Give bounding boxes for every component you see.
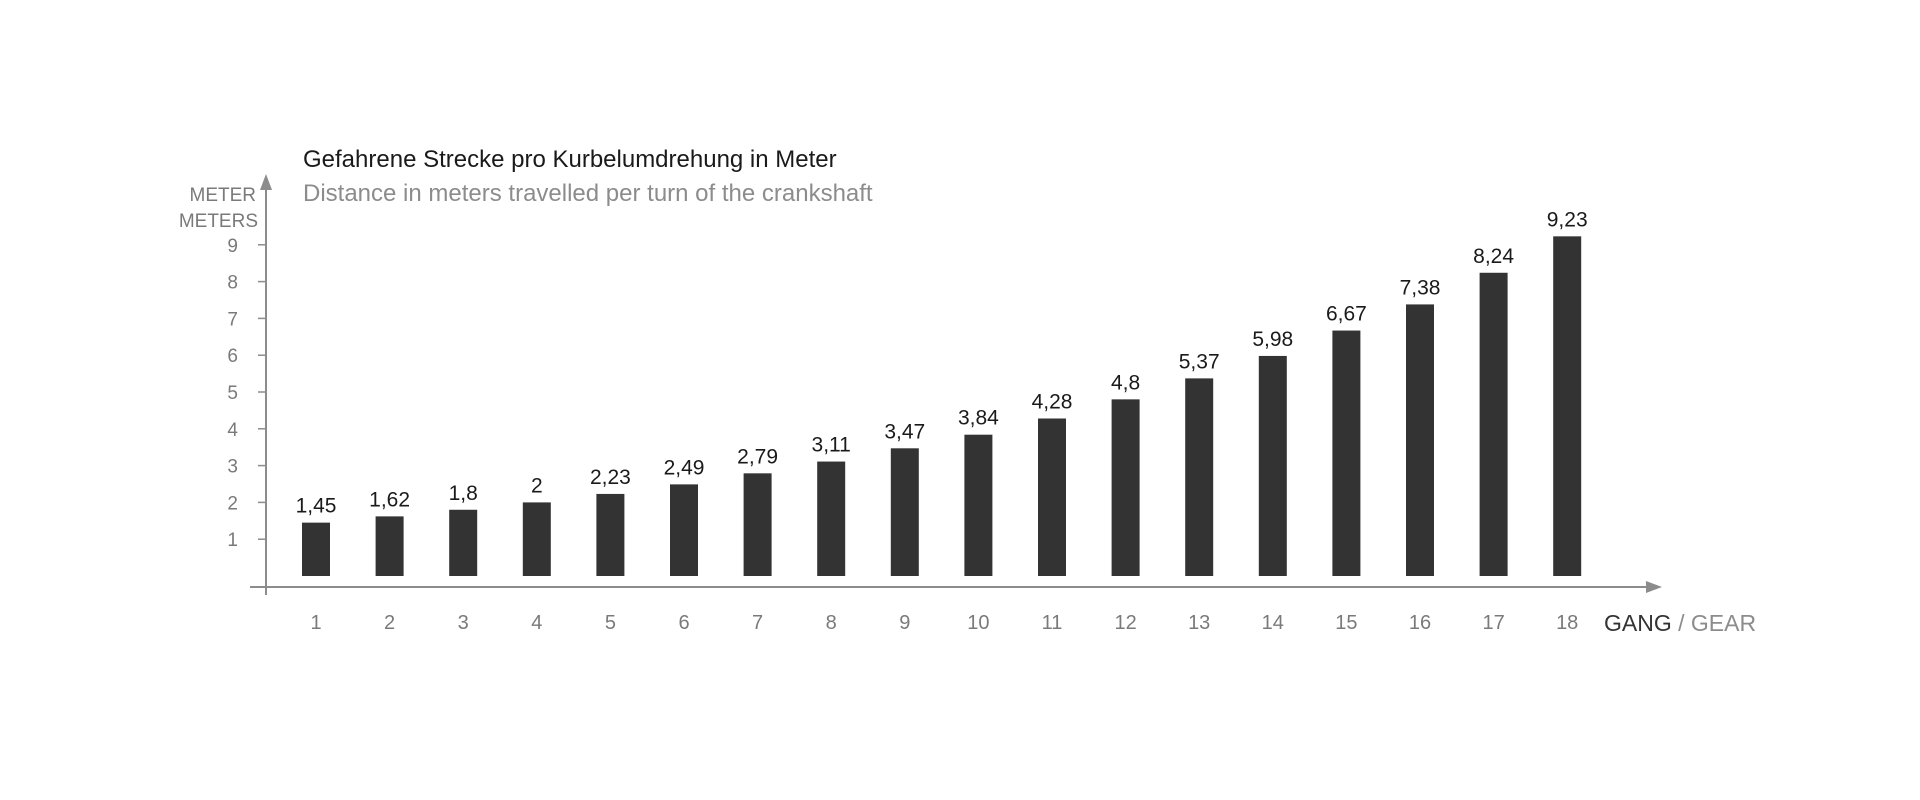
bar [1553, 236, 1582, 576]
y-tick-label: 3 [227, 457, 238, 478]
x-tick-label: 16 [1409, 612, 1431, 634]
x-axis-arrow [1646, 581, 1662, 593]
bar-value-label: 3,47 [884, 420, 925, 443]
bar-value-label: 3,11 [812, 434, 851, 457]
y-tick-label: 6 [227, 346, 238, 367]
bar [890, 448, 919, 576]
bar-value-label: 3,84 [958, 407, 999, 430]
bar-value-label: 6,67 [1326, 303, 1367, 326]
bar-value-label: 2,79 [737, 445, 778, 468]
x-tick-label: 2 [384, 612, 395, 634]
y-tick-label: 7 [227, 309, 238, 330]
x-tick-label: 4 [531, 612, 542, 634]
bar [1406, 304, 1434, 576]
bar-value-label: 4,8 [1111, 371, 1140, 394]
y-axis-label-line-1: METER [190, 185, 257, 206]
x-axis-label-separator: / [1672, 610, 1691, 636]
bar [1185, 378, 1214, 576]
y-tick-label: 2 [227, 493, 238, 514]
bar-value-label: 2,49 [664, 456, 705, 479]
chart-title: Gefahrene Strecke pro Kurbelumdrehung in… [303, 146, 837, 173]
x-tick-label: 3 [458, 612, 469, 634]
bar [522, 502, 551, 576]
bars [302, 236, 1582, 576]
bar [596, 493, 625, 576]
x-tick-label: 13 [1188, 612, 1210, 634]
x-tick-label: 18 [1556, 612, 1578, 634]
x-tick-label: 1 [310, 612, 321, 634]
bar [1258, 355, 1287, 576]
y-tick-label: 8 [227, 273, 238, 294]
x-tick-label: 12 [1114, 612, 1136, 634]
bar [1111, 399, 1140, 576]
x-tick-label: 15 [1335, 612, 1357, 634]
bar-value-label: 4,28 [1032, 390, 1073, 413]
bar-value-label: 9,23 [1547, 208, 1588, 231]
y-tick-labels: 1 2 3 4 5 6 7 8 9 [227, 236, 266, 551]
bar-value-label: 1,62 [369, 488, 410, 511]
bar [1479, 272, 1508, 576]
bar-value-label: 7,38 [1400, 276, 1441, 299]
bar [375, 516, 404, 576]
x-tick-label: 14 [1262, 612, 1284, 634]
y-tick-label: 9 [227, 236, 238, 257]
bar [670, 484, 698, 576]
x-tick-label: 7 [752, 612, 763, 634]
x-axis-label: GANG / GEAR [1604, 610, 1756, 636]
bar [743, 473, 772, 576]
x-axis-label-main: GANG [1604, 610, 1672, 636]
bar [1332, 330, 1361, 576]
bar [964, 434, 993, 576]
bar-value-label: 2 [531, 474, 543, 497]
y-tick-label: 5 [227, 383, 238, 404]
value-labels: 1,45 1,62 1,8 2 2,23 2,49 2,79 3,11 3,47 3,84 4,28… [296, 208, 1588, 517]
bar-value-label: 2,23 [590, 466, 631, 489]
y-axis-arrow [260, 174, 272, 190]
bar [302, 522, 330, 576]
x-tick-label: 5 [605, 612, 616, 634]
bar [449, 509, 478, 576]
x-tick-labels: 1 2 3 4 5 6 7 8 9 10 11 12 13 14 15 16 17 18 [310, 612, 1578, 634]
bar-value-label: 5,98 [1252, 328, 1293, 351]
bar-value-label: 1,8 [449, 482, 478, 505]
bar-value-label: 5,37 [1179, 350, 1220, 373]
bar [1038, 418, 1066, 576]
y-tick-label: 4 [227, 420, 238, 441]
x-tick-label: 17 [1482, 612, 1504, 634]
bar-value-label: 1,45 [296, 495, 337, 518]
x-tick-label: 9 [899, 612, 910, 634]
x-tick-label: 6 [678, 612, 689, 634]
y-tick-label: 1 [227, 530, 238, 551]
bar [817, 461, 846, 576]
x-tick-label: 11 [1042, 612, 1063, 634]
x-tick-label: 10 [967, 612, 989, 634]
y-axis-label-line-2: METERS [179, 211, 258, 232]
x-tick-label: 8 [826, 612, 837, 634]
x-axis-label-alt: GEAR [1691, 610, 1756, 636]
bar-value-label: 8,24 [1473, 245, 1514, 268]
chart-subtitle: Distance in meters travelled per turn of… [303, 180, 873, 207]
